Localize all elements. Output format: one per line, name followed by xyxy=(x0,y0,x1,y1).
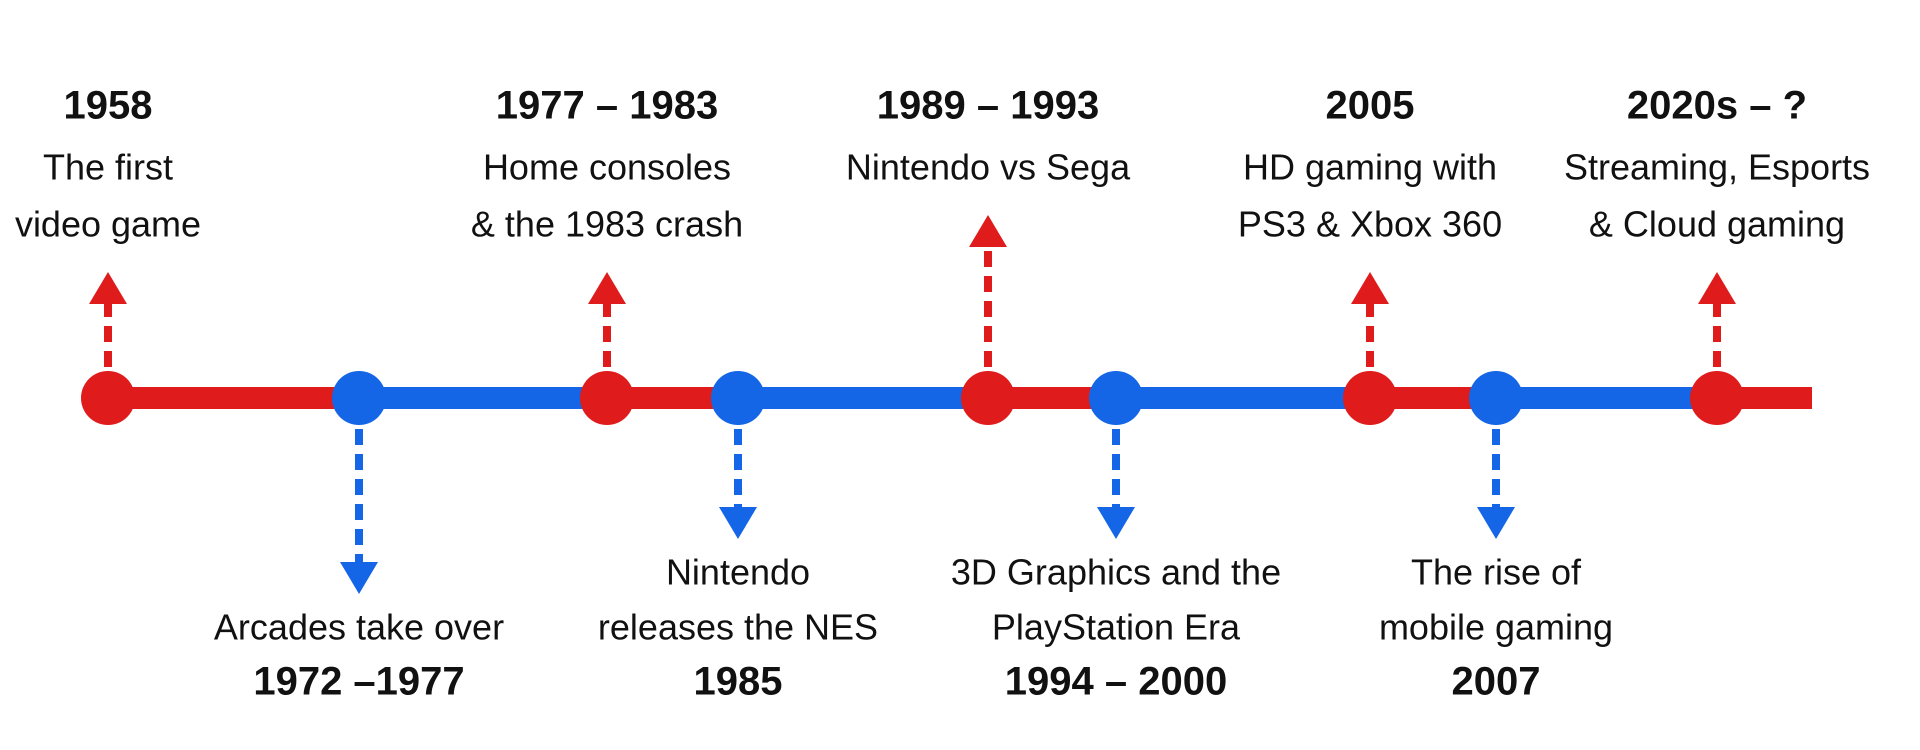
event-date: 2020s – ? xyxy=(1627,84,1807,128)
timeline-node xyxy=(711,371,765,425)
timeline-node xyxy=(1690,371,1744,425)
arrow-head xyxy=(719,507,757,539)
event-date: 1994 – 2000 xyxy=(1005,660,1227,704)
event-date: 1977 – 1983 xyxy=(496,84,718,128)
arrow-head xyxy=(1698,272,1736,304)
event-description: mobile gaming xyxy=(1379,607,1613,648)
arrow-head xyxy=(1351,272,1389,304)
timeline-node xyxy=(961,371,1015,425)
event-description: PlayStation Era xyxy=(992,607,1241,648)
timeline-node xyxy=(1089,371,1143,425)
arrow-head xyxy=(340,562,378,594)
arrow-head xyxy=(588,272,626,304)
timeline-node xyxy=(580,371,634,425)
event-date: 1972 –1977 xyxy=(253,660,464,704)
event-description: Home consoles xyxy=(483,147,731,188)
timeline-node xyxy=(1469,371,1523,425)
event-description: releases the NES xyxy=(598,607,878,648)
event-description: Arcades take over xyxy=(214,607,504,648)
arrow-head xyxy=(1097,507,1135,539)
event-description: Streaming, Esports xyxy=(1564,147,1870,188)
event-description: Nintendo xyxy=(666,552,810,593)
event-description: 3D Graphics and the xyxy=(951,552,1281,593)
event-description: The first xyxy=(43,147,173,188)
event-description: Nintendo vs Sega xyxy=(846,147,1131,188)
event-date: 1958 xyxy=(64,84,153,128)
arrow-head xyxy=(89,272,127,304)
event-description: video game xyxy=(15,204,201,245)
event-date: 1989 – 1993 xyxy=(877,84,1099,128)
event-date: 2007 xyxy=(1452,660,1541,704)
event-date: 1985 xyxy=(694,660,783,704)
event-description: The rise of xyxy=(1411,552,1582,593)
arrow-head xyxy=(969,215,1007,247)
event-description: & Cloud gaming xyxy=(1589,204,1845,245)
timeline-node xyxy=(81,371,135,425)
timeline-node xyxy=(1343,371,1397,425)
event-description: HD gaming with xyxy=(1243,147,1497,188)
event-date: 2005 xyxy=(1326,84,1415,128)
timeline-node xyxy=(332,371,386,425)
arrow-head xyxy=(1477,507,1515,539)
event-description: PS3 & Xbox 360 xyxy=(1238,204,1502,245)
event-description: & the 1983 crash xyxy=(471,204,743,245)
